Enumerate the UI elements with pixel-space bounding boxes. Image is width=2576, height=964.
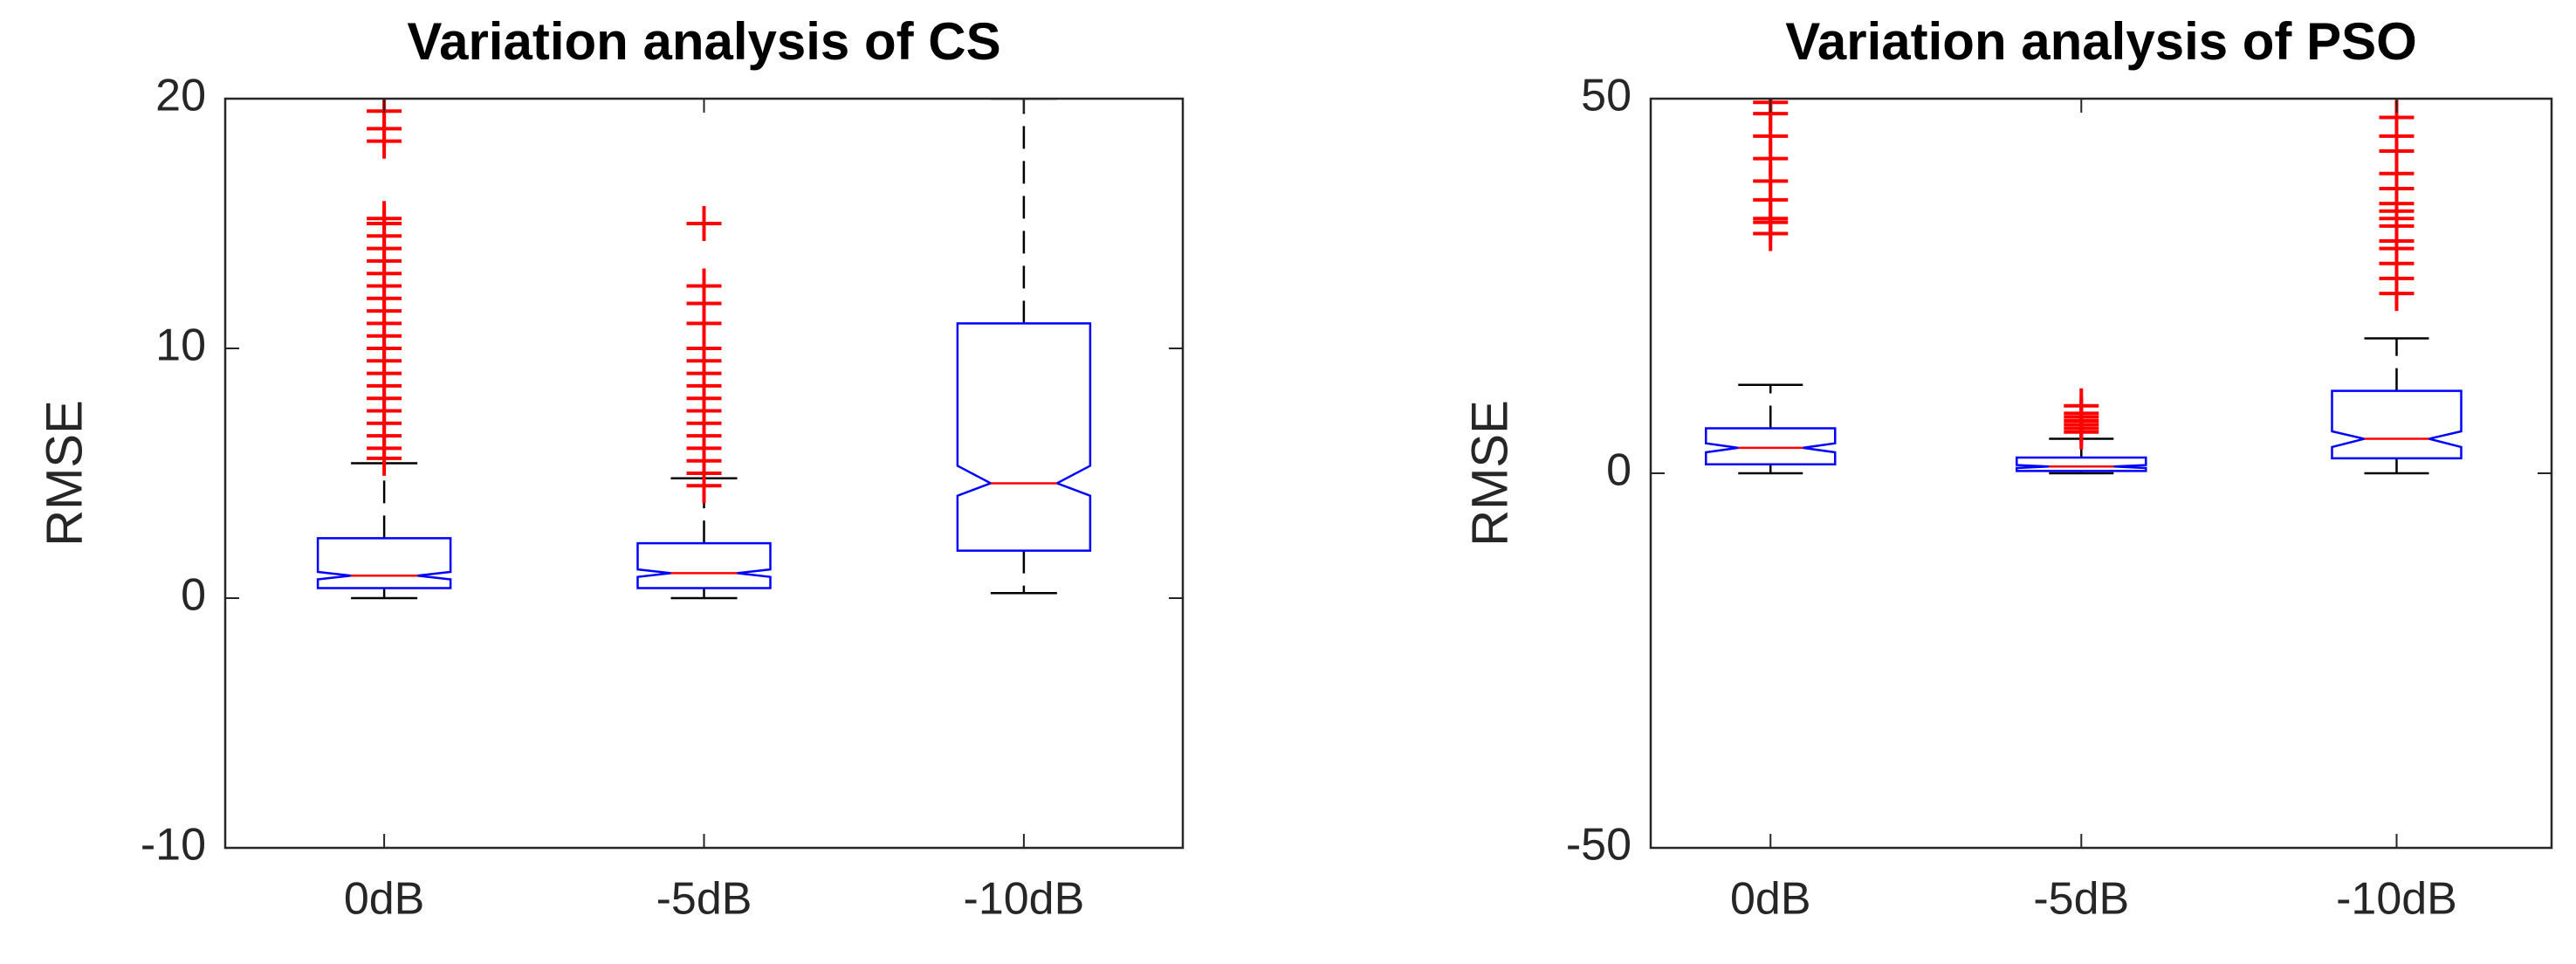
plot xyxy=(316,99,1092,600)
x-tick-label: -10dB xyxy=(2336,874,2457,925)
y-tick-label: -50 xyxy=(1566,820,1631,871)
chart-title: Variation analysis of CS xyxy=(407,12,1000,71)
chart-title: Variation analysis of PSO xyxy=(1785,12,2417,71)
box xyxy=(1705,427,1837,465)
y-tick-label: 20 xyxy=(155,71,206,121)
y-tick-label: 10 xyxy=(155,320,206,371)
box xyxy=(316,537,452,589)
x-tick-label: -10dB xyxy=(964,874,1085,925)
y-tick-label: -10 xyxy=(141,820,206,871)
outlier xyxy=(367,201,402,237)
box xyxy=(956,322,1092,552)
y-tick-label: 50 xyxy=(1581,71,1631,121)
axes-box xyxy=(223,97,1185,850)
box xyxy=(636,541,772,589)
y-axis-label: RMSE xyxy=(36,400,93,547)
y-axis-label: RMSE xyxy=(1461,400,1518,547)
y-tick-label: 0 xyxy=(181,570,206,621)
plot xyxy=(1705,99,2463,475)
axes-box xyxy=(1649,97,2553,850)
outlier xyxy=(686,206,722,241)
outlier xyxy=(2064,388,2099,423)
x-tick-label: 0dB xyxy=(1730,874,1811,925)
box xyxy=(2331,389,2463,460)
x-tick-label: -5dB xyxy=(2033,874,2129,925)
box xyxy=(2016,456,2147,472)
outlier xyxy=(686,268,722,304)
x-tick-label: 0dB xyxy=(344,874,425,925)
x-tick-label: -5dB xyxy=(656,874,752,925)
y-tick-label: 0 xyxy=(1606,445,1631,496)
